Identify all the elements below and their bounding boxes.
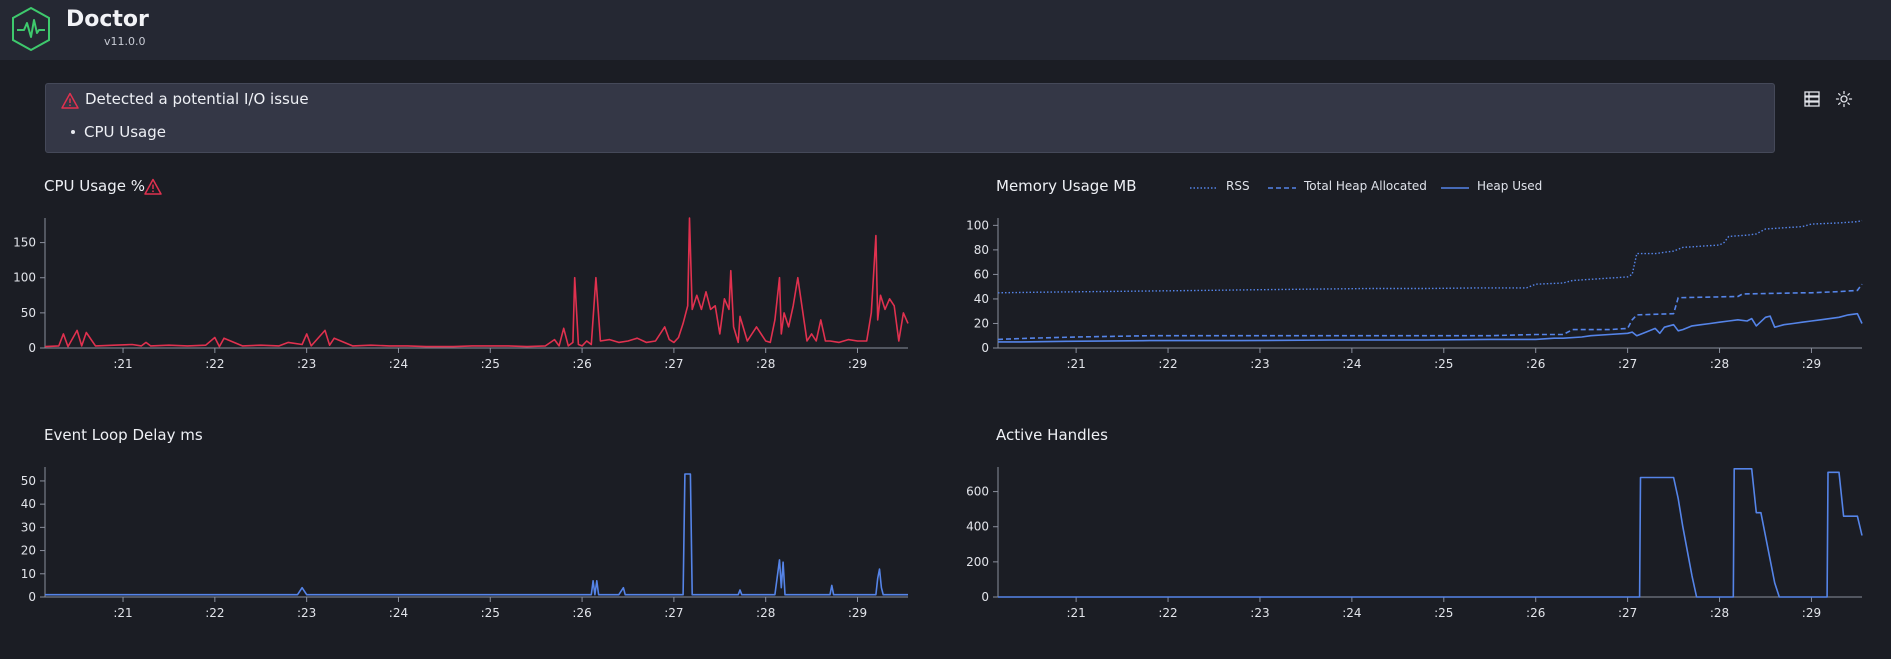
top-bar: Doctor v11.0.0 [0,0,1891,60]
y-tick-label: 50 [21,306,36,320]
x-tick-label: :24 [389,606,408,620]
warning-icon [61,92,79,109]
y-tick-label: 0 [28,590,36,604]
series-line-active-handles [998,467,1863,598]
series-line-cpu-usage [44,217,909,348]
y-tick-label: 60 [974,267,989,281]
y-tick-label: 0 [28,341,36,355]
x-tick-label: :28 [756,357,775,371]
series-line-total-heap-allocated [997,283,1863,341]
x-tick-label: :25 [1434,606,1453,620]
x-tick-label: :26 [1526,606,1545,620]
x-tick-label: :21 [113,357,132,371]
handles-chart-title: Active Handles [996,426,1108,444]
y-tick-label: 30 [21,520,36,534]
cpu-warning-icon [144,178,162,195]
y-tick-label: 0 [981,590,989,604]
y-tick-label: 80 [974,243,989,257]
issue-alert: Detected a potential I/O issue CPU Usage [45,83,1775,153]
x-tick-label: :27 [1618,357,1637,371]
memory-chart-title: Memory Usage MB [996,177,1137,195]
x-tick-label: :26 [572,606,591,620]
x-tick-label: :27 [1618,606,1637,620]
x-tick-label: :24 [389,357,408,371]
x-tick-label: :22 [1158,606,1177,620]
x-tick-label: :28 [1710,357,1729,371]
app-version: v11.0.0 [104,35,146,48]
x-tick-label: :25 [481,357,500,371]
y-tick-label: 40 [974,292,989,306]
x-tick-label: :29 [1802,606,1821,620]
legend-label-total-heap: Total Heap Allocated [1304,179,1427,193]
series-line-heap-used [998,312,1863,343]
x-tick-label: :22 [1158,357,1177,371]
theme-toggle-icon[interactable] [1835,90,1853,108]
x-tick-label: :27 [664,357,683,371]
y-tick-label: 40 [21,497,36,511]
y-tick-label: 50 [21,474,36,488]
y-tick-label: 600 [966,485,989,499]
y-tick-label: 100 [13,271,36,285]
x-tick-label: :23 [1250,606,1269,620]
y-tick-label: 20 [21,544,36,558]
app-name: Doctor [66,7,149,32]
pulse-hexagon-icon [12,6,50,52]
y-tick-label: 0 [981,341,989,355]
x-tick-label: :25 [481,606,500,620]
x-tick-label: :22 [205,606,224,620]
x-tick-label: :23 [297,606,316,620]
x-tick-label: :27 [664,606,683,620]
x-tick-label: :23 [1250,357,1269,371]
x-tick-label: :26 [572,357,591,371]
y-tick-label: 100 [966,218,989,232]
legend-label-heap-used: Heap Used [1477,179,1543,193]
x-tick-label: :21 [113,606,132,620]
y-tick-label: 10 [21,567,36,581]
y-tick-label: 150 [13,236,36,250]
alert-item: CPU Usage [84,123,167,141]
cpu-chart-title: CPU Usage % [44,177,146,195]
legend-label-rss: RSS [1226,179,1250,193]
x-tick-label: :23 [297,357,316,371]
x-tick-label: :24 [1342,606,1361,620]
y-tick-label: 200 [966,555,989,569]
series-line-event-loop-delay-ms [45,473,908,596]
x-tick-label: :29 [848,357,867,371]
delay-chart-title: Event Loop Delay ms [44,426,203,444]
x-tick-label: :29 [1802,357,1821,371]
series-line-rss [997,219,1863,294]
x-tick-label: :24 [1342,357,1361,371]
x-tick-label: :22 [205,357,224,371]
x-tick-label: :28 [1710,606,1729,620]
x-tick-label: :26 [1526,357,1545,371]
x-tick-label: :25 [1434,357,1453,371]
alert-title: Detected a potential I/O issue [85,90,309,108]
x-tick-label: :21 [1066,357,1085,371]
bullet [71,130,75,134]
layout-toggle-icon[interactable] [1803,90,1821,108]
x-tick-label: :21 [1066,606,1085,620]
x-tick-label: :29 [848,606,867,620]
y-tick-label: 400 [966,520,989,534]
y-tick-label: 20 [974,316,989,330]
x-tick-label: :28 [756,606,775,620]
